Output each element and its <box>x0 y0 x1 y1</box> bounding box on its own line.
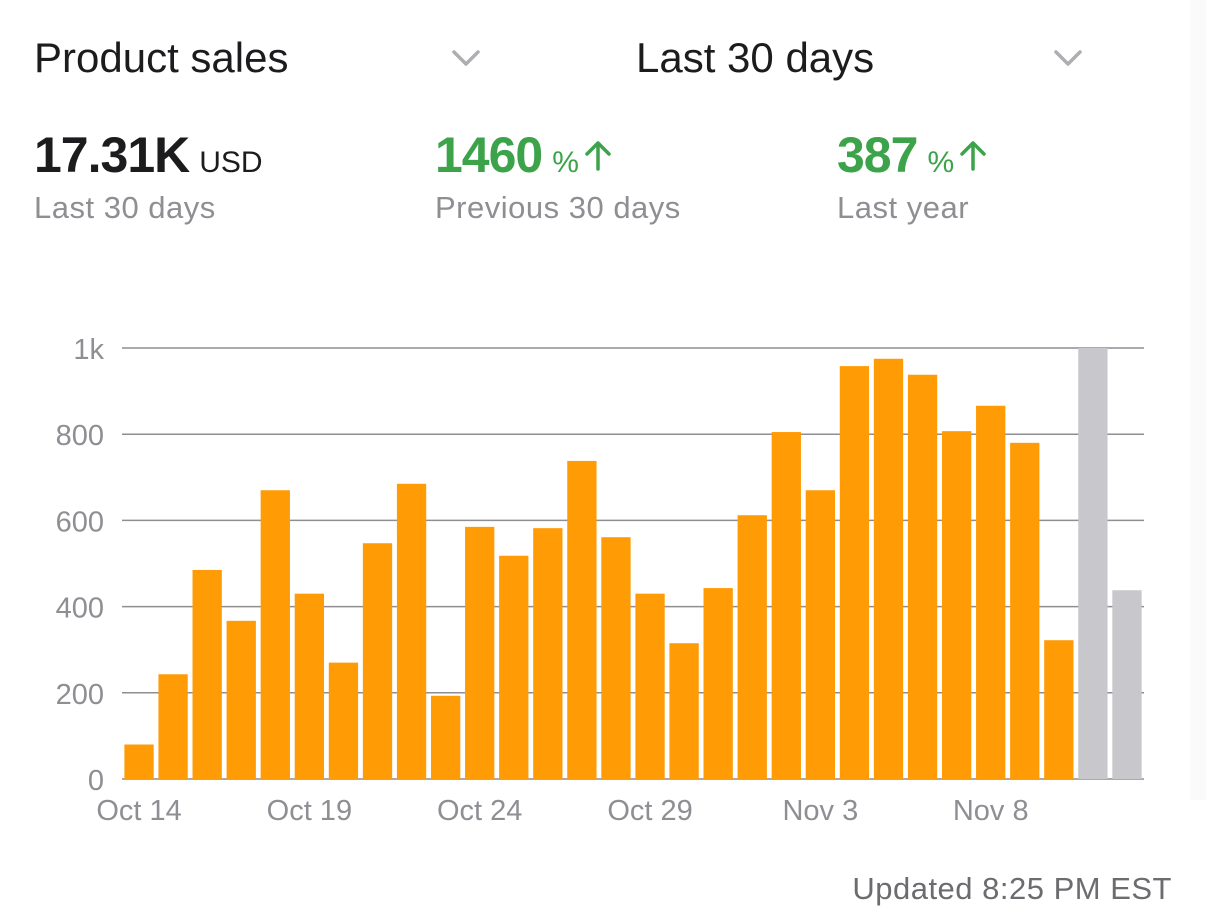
previous-period-caption: Previous 30 days <box>435 190 681 225</box>
arrow-up-icon <box>585 141 611 171</box>
y-tick-label: 600 <box>56 506 104 538</box>
bar <box>976 405 1006 779</box>
bar <box>737 515 767 779</box>
metric-selector-label: Product sales <box>34 34 289 81</box>
x-tick-label: Oct 24 <box>437 795 522 827</box>
bar <box>396 483 427 779</box>
y-tick-label: 400 <box>56 593 104 625</box>
metric-selector[interactable]: Product sales <box>34 28 484 88</box>
chevron-down-icon <box>452 50 480 66</box>
bar <box>873 358 904 779</box>
previous-period-stat: 1460 % Previous 30 days <box>435 126 681 226</box>
bar <box>601 537 631 779</box>
x-tick-label: Oct 14 <box>96 795 181 827</box>
y-tick-label: 800 <box>56 420 104 452</box>
bar <box>158 674 188 779</box>
updated-timestamp: Updated 8:25 PM EST <box>852 871 1172 906</box>
bar <box>567 460 597 779</box>
last-year-value: 387 <box>837 127 918 183</box>
x-tick-label: Oct 29 <box>607 795 692 827</box>
bar <box>533 528 563 779</box>
bar <box>430 695 461 779</box>
bar <box>703 588 733 779</box>
bar <box>362 543 393 779</box>
y-tick-label: 0 <box>88 765 104 797</box>
bar <box>941 431 972 779</box>
bar <box>771 432 801 779</box>
previous-period-value: 1460 <box>435 127 543 183</box>
bar <box>1010 442 1040 779</box>
bar <box>635 593 665 779</box>
bar <box>260 490 290 779</box>
bar <box>465 526 495 779</box>
x-tick-label: Nov 8 <box>953 795 1029 827</box>
total-sales-value: 17.31K <box>34 127 190 183</box>
bar <box>669 643 699 779</box>
total-sales-stat: 17.31K USD Last 30 days <box>34 126 263 226</box>
right-edge <box>1190 0 1206 800</box>
chevron-down-icon <box>1054 50 1082 66</box>
bar <box>1112 590 1142 779</box>
bar <box>226 620 256 779</box>
arrow-up-icon <box>960 141 986 171</box>
y-tick-label: 200 <box>56 679 104 711</box>
previous-period-unit: % <box>552 146 579 179</box>
x-tick-label: Oct 19 <box>267 795 352 827</box>
bar <box>907 374 938 779</box>
bar <box>499 555 529 779</box>
sales-bar-chart: 0 200 400 600 800 1k Oct 14 Oct 19 Oct 24 Oct 29 N… <box>56 334 1144 827</box>
total-sales-caption: Last 30 days <box>34 190 216 225</box>
bar <box>328 662 359 779</box>
bar <box>1078 348 1108 779</box>
bar <box>124 744 154 779</box>
bar <box>805 490 836 779</box>
last-year-unit: % <box>927 146 955 179</box>
bar <box>294 593 325 779</box>
x-tick-label: Nov 3 <box>782 795 858 827</box>
period-selector[interactable]: Last 30 days <box>636 28 1086 88</box>
bar <box>1044 640 1074 779</box>
bar <box>192 569 222 779</box>
total-sales-unit: USD <box>199 146 263 179</box>
bar <box>839 366 870 779</box>
last-year-stat: 387 % Last year <box>837 126 988 226</box>
y-tick-label: 1k <box>73 334 104 366</box>
last-year-caption: Last year <box>837 190 970 225</box>
period-selector-label: Last 30 days <box>636 34 875 81</box>
